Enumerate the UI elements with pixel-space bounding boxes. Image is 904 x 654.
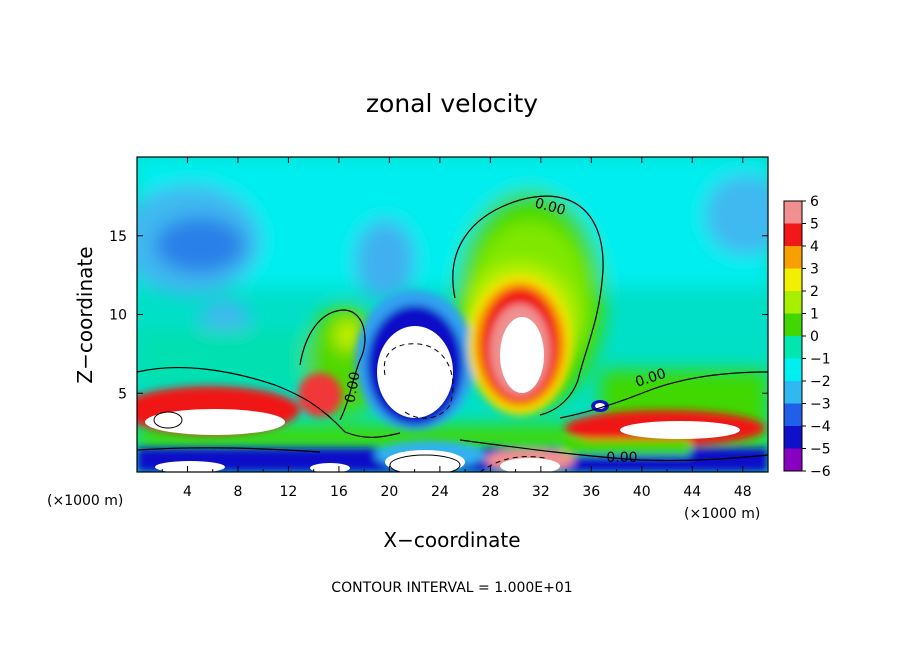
x-tick-label: 32 [532,484,550,500]
x-tick-label: 24 [431,484,449,500]
x-tick-label: 44 [683,484,701,500]
field-bottom-right-core [500,458,560,472]
field-blob-upper-right-sky [705,175,768,255]
x-axis: 4 8 12 16 20 24 28 32 36 40 44 48 [161,157,752,500]
x-tick-label: 48 [734,484,752,500]
colorbar-bin-yellow [784,268,802,292]
chart-title: zonal velocity [366,89,538,118]
colorbar-bin-orange [784,246,802,269]
colorbar-bin-blue [784,403,802,427]
colorbar-label: 4 [810,239,819,255]
zero-contour-left-tongue [299,309,366,421]
colorbar-bin-red [784,223,802,247]
field-bottom-left-core [155,461,225,472]
negative-contour-left-cell [383,343,454,419]
colorbar-label: 2 [810,284,819,300]
x-tick-label: 4 [183,484,192,500]
y-tick-label: 15 [109,229,127,245]
field-blob-upper-center-sky [355,220,415,300]
contour-label-left: 0.00 [342,371,363,404]
zero-contour-lower-right [559,371,768,419]
x-tick-label: 40 [633,484,651,500]
x-unit-right: (×1000 m) [684,506,760,522]
positive-contour-left-jet [153,411,183,429]
contour-interval-note: CONTOUR INTERVAL = 1.000E+01 [331,580,572,596]
colorbar-label: −2 [810,374,831,390]
colorbar-bin-green [784,313,802,337]
zero-contour-bottom-right [459,439,768,462]
colorbar-top-shade [784,201,802,213]
contour-label-bottom: 0.00 [606,450,637,466]
colorbar-label: 6 [810,194,819,210]
x-tick-label: 8 [233,484,242,500]
colorbar-label: 0 [810,329,819,345]
colorbar-bin-teal [784,336,802,359]
colorbar-label: 1 [810,307,819,323]
contour-label-plume: 0.00 [533,195,567,219]
colorbar-label: 5 [810,217,819,233]
colorbar: 6 5 4 3 2 1 0 −1 −2 −3 −4 −5 −6 [783,194,831,480]
x-tick-label: 20 [380,484,398,500]
colorbar-bin-purple [784,448,802,472]
field-jet-right-core [620,421,740,439]
colorbar-bin-lime [784,291,802,314]
field-bottom-mid-core [310,463,350,472]
field-bottom-center-core [385,450,465,472]
y-tick-label: 10 [109,308,127,324]
field-blob-upper-left-blue [155,217,245,273]
field-tongue-left-lime [334,319,362,351]
x-tick-label: 12 [280,484,298,500]
x-tick-label: 16 [330,484,348,500]
field-lower-left-teal [137,330,307,390]
colorbar-label: 3 [810,262,819,278]
x-tick-label: 28 [481,484,499,500]
x-axis-label: X−coordinate [383,528,520,552]
colorbar-label: −1 [810,352,831,368]
x-tick-label: 36 [582,484,600,500]
field-jet-left-core [145,409,285,435]
zero-contour-bottom-left [137,447,321,453]
y-axis-label: Z−coordinate [73,246,97,383]
colorbar-bin-cyan [784,358,802,382]
colorbar-bin-skyblue [784,381,802,404]
colorbar-label: −6 [810,464,831,480]
field-left-cell-core [377,326,453,418]
zero-contour-lower-left [137,366,401,438]
y-tick-label: 5 [118,386,127,402]
field-shading [137,157,768,472]
field-bottom-right-green [560,440,690,455]
zero-contour-plume [452,195,604,416]
y-axis: 5 10 15 [109,229,768,402]
colorbar-label: −4 [810,419,831,435]
colorbar-bin-navy [784,426,802,449]
field-jet-mid-red [298,373,342,417]
x-unit-left: (×1000 m) [47,493,123,509]
colorbar-label: −3 [810,397,831,413]
field-right-cell-core [500,317,544,393]
colorbar-label: −5 [810,442,831,458]
positive-contour-bottom-center [389,454,461,472]
